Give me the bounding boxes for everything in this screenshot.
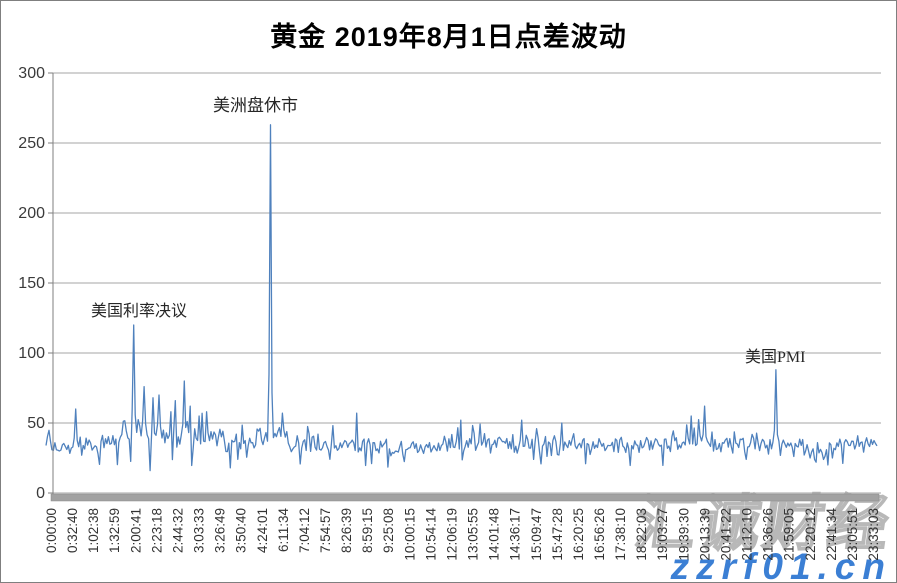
- watermark: 汇诚财经 zzrf01.cn: [630, 489, 896, 583]
- y-axis-tick-label: 300: [18, 65, 45, 82]
- x-axis-tick-label: 19:03:27: [655, 508, 670, 561]
- x-axis-tick-label: 15:47:28: [550, 508, 565, 561]
- watermark-url-text: zzrf01.cn: [670, 546, 892, 583]
- x-axis-tick-label: 0:00:00: [44, 508, 59, 553]
- y-axis-tick-label: 0: [36, 485, 45, 502]
- y-axis-tick-label: 250: [18, 135, 45, 152]
- x-axis-tick-label: 17:38:10: [613, 508, 628, 561]
- x-axis-tick-label: 18:22:03: [634, 508, 649, 561]
- x-axis-tick-label: 6:11:34: [276, 508, 291, 553]
- x-axis-tick-label: 10:54:14: [423, 508, 438, 561]
- x-axis-tick-label: 3:03:33: [192, 508, 207, 553]
- x-axis-tick-label: 14:01:48: [487, 508, 502, 561]
- annotation-rate-decision: 美国利率决议: [91, 303, 188, 320]
- x-axis-tick-label: 2:23:18: [149, 508, 164, 553]
- axis-scrollbar: [50, 493, 880, 502]
- x-axis-tick-label: 2:44:32: [170, 508, 185, 553]
- x-axis-tick-label: 22:41:34: [824, 508, 839, 561]
- y-axis-tick-label: 50: [27, 415, 45, 432]
- x-axis-tick-label: 1:32:59: [107, 508, 122, 553]
- x-axis-tick-label: 8:59:15: [360, 508, 375, 553]
- x-axis-tick-label: 15:09:47: [529, 508, 544, 561]
- x-axis-tick-label: 16:56:26: [592, 508, 607, 561]
- x-axis-tick-label: 2:00:41: [128, 508, 143, 553]
- x-axis-tick-label: 21:12:10: [740, 508, 755, 561]
- x-axis-tick-label: 9:25:08: [381, 508, 396, 553]
- chart-title: 黄金 2019年8月1日点差波动: [270, 22, 627, 52]
- x-axis-tick-label: 13:05:55: [466, 508, 481, 561]
- x-axis-tick-label: 22:20:12: [803, 508, 818, 561]
- x-axis-tick-label: 23:05:51: [845, 508, 860, 561]
- x-axis-tick-label: 21:59:05: [782, 508, 797, 561]
- x-axis-tick-label: 3:50:40: [234, 508, 249, 553]
- x-axis-tick-label: 19:39:30: [676, 508, 691, 561]
- x-axis-tick-label: 20:41:22: [718, 508, 733, 561]
- x-axis-tick-label: 10:00:15: [402, 508, 417, 561]
- x-axis-tick-label: 8:26:39: [339, 508, 354, 553]
- x-axis-tick-label: 16:20:25: [571, 508, 586, 561]
- x-axis-tick-label: 23:33:03: [866, 508, 881, 561]
- y-axis-tick-label: 150: [18, 275, 45, 292]
- x-axis-tick-label: 20:13:39: [697, 508, 712, 561]
- x-axis-tick-label: 12:06:19: [444, 508, 459, 561]
- annotation-us-market-close: 美洲盘休市: [213, 96, 298, 115]
- x-axis-tick-label: 14:36:17: [508, 508, 523, 561]
- y-axis-tick-label: 100: [18, 345, 45, 362]
- x-axis-tick-label: 21:36:26: [761, 508, 776, 561]
- x-axis-tick-label: 7:04:12: [297, 508, 312, 553]
- annotation-us-pmi: 美国PMI: [745, 349, 806, 366]
- x-axis-tick-label: 0:32:40: [65, 508, 80, 553]
- x-axis-tick-label: 7:54:57: [318, 508, 333, 553]
- spread-series-line: [45, 124, 878, 472]
- x-axis-tick-label: 4:24:01: [255, 508, 270, 553]
- x-axis-tick-label: 1:02:38: [86, 508, 101, 553]
- y-axis-tick-label: 200: [18, 205, 45, 222]
- x-axis-tick-label: 3:26:49: [213, 508, 228, 553]
